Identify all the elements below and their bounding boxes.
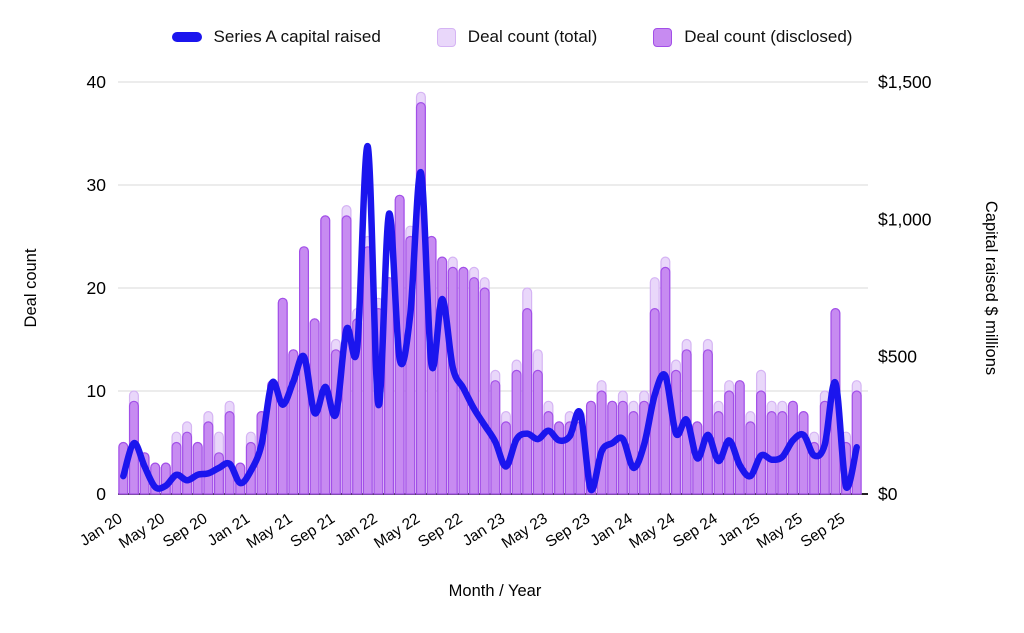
capital-raised-line <box>120 143 860 494</box>
x-axis-tick-label: May 25 <box>754 510 806 552</box>
bar-disclosed <box>203 421 214 495</box>
bar-disclosed <box>532 369 543 495</box>
bar-disclosed <box>702 349 713 495</box>
bar-disclosed <box>213 452 224 495</box>
right-axis-tick-label: $1,000 <box>878 209 932 229</box>
bar-disclosed <box>798 410 809 495</box>
x-axis-tick-label: Sep 22 <box>415 510 465 551</box>
x-axis-tick-label: Jan 22 <box>332 510 380 550</box>
x-axis-tick-label: May 21 <box>244 510 296 552</box>
left-axis-title: Deal count <box>22 248 40 327</box>
total-series-swatch-icon <box>436 27 456 47</box>
bar-disclosed <box>511 369 522 495</box>
bar-disclosed <box>415 101 426 495</box>
x-axis-tick-label: Jan 23 <box>460 510 508 550</box>
x-axis-tick-label: May 22 <box>371 510 423 552</box>
bar-disclosed <box>437 256 448 495</box>
legend-item-total: Deal count (total) <box>436 27 598 47</box>
right-axis-tick-label: $500 <box>878 347 917 367</box>
x-axis-tick-label: Sep 21 <box>288 510 338 551</box>
x-axis-tick-label: Jan 20 <box>77 510 126 550</box>
left-axis-tick-label: 10 <box>87 381 107 401</box>
bar-disclosed <box>756 390 767 495</box>
x-axis-tick-label: Jan 24 <box>587 510 636 550</box>
bar-disclosed <box>628 410 639 495</box>
bar-disclosed <box>447 266 458 495</box>
bar-disclosed <box>554 421 565 495</box>
x-axis-tick-label: Sep 24 <box>670 510 721 551</box>
legend-item-capital: Series A capital raised <box>171 27 381 47</box>
legend-label-capital: Series A capital raised <box>213 27 381 46</box>
right-axis-tick-label: $0 <box>878 484 898 504</box>
legend: Series A capital raised Deal count (tota… <box>0 27 1024 47</box>
x-axis-tick-label: Sep 23 <box>543 510 593 551</box>
left-axis-tick-label: 20 <box>87 278 107 298</box>
x-axis-tick-label: Jan 25 <box>715 510 763 550</box>
x-axis-tick-label: May 20 <box>116 510 168 552</box>
bar-disclosed <box>766 410 777 495</box>
legend-label-total: Deal count (total) <box>467 27 598 46</box>
right-axis-tick-label: $1,500 <box>878 72 932 92</box>
bar-disclosed <box>320 215 331 495</box>
bar-disclosed <box>787 400 798 495</box>
bar-disclosed <box>458 266 469 495</box>
right-axis-title: Capital raised $ millions <box>982 201 1000 375</box>
bar-disclosed <box>341 215 352 495</box>
x-axis-tick-label: May 24 <box>626 510 678 552</box>
bar-disclosed <box>277 297 288 495</box>
disclosed-series-swatch-icon <box>653 27 673 47</box>
left-axis-tick-label: 40 <box>87 72 107 92</box>
bar-disclosed <box>171 441 182 495</box>
bar-disclosed <box>224 410 235 495</box>
x-axis-tick-label: Sep 25 <box>798 510 848 551</box>
legend-label-disclosed: Deal count (disclosed) <box>684 27 853 46</box>
bar-disclosed <box>469 277 480 495</box>
bar-disclosed <box>522 307 533 495</box>
line-series-swatch-icon <box>171 32 202 42</box>
x-axis-title: Month / Year <box>449 582 542 600</box>
x-axis-tick-label: Jan 21 <box>205 510 253 550</box>
left-axis-tick-label: 0 <box>96 484 106 504</box>
x-axis-tick-label: Sep 20 <box>160 510 211 551</box>
bar-disclosed <box>745 421 756 495</box>
bar-disclosed <box>192 441 203 495</box>
bar-disclosed <box>182 431 193 495</box>
left-axis-tick-label: 30 <box>87 175 107 195</box>
bar-disclosed <box>479 287 490 495</box>
bar-disclosed <box>543 410 554 495</box>
x-axis-tick-label: May 23 <box>499 510 551 552</box>
bar-disclosed <box>713 410 724 495</box>
bar-disclosed <box>607 400 618 495</box>
legend-item-disclosed: Deal count (disclosed) <box>653 27 852 47</box>
bar-disclosed <box>500 421 511 495</box>
bar-disclosed <box>734 380 745 495</box>
